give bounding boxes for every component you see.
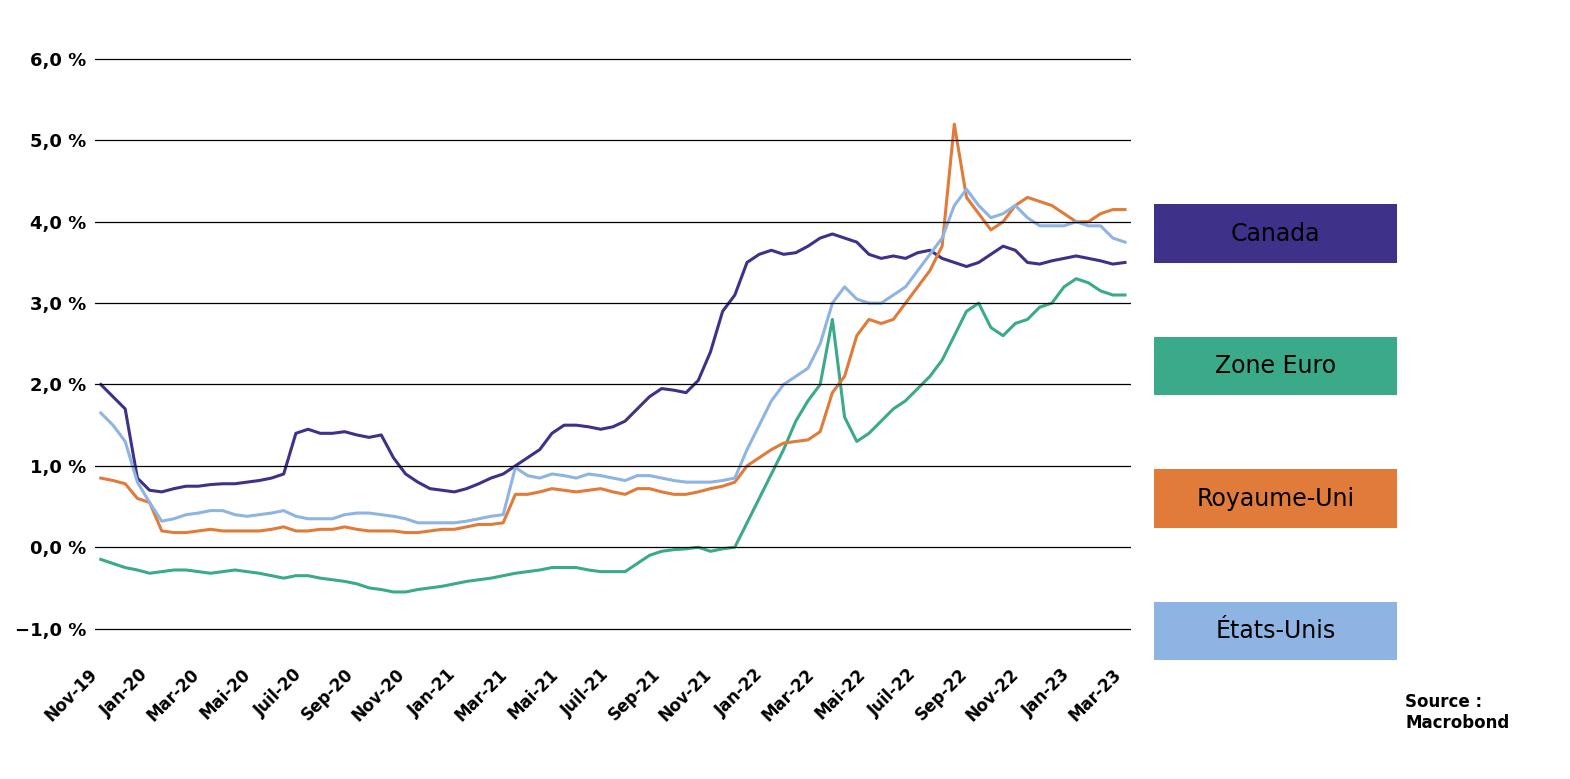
Text: États-Unis: États-Unis xyxy=(1215,619,1336,643)
Text: Royaume-Uni: Royaume-Uni xyxy=(1196,487,1355,510)
Text: Zone Euro: Zone Euro xyxy=(1215,354,1336,378)
Text: Canada: Canada xyxy=(1231,222,1320,245)
Text: Source :
Macrobond: Source : Macrobond xyxy=(1405,693,1509,732)
